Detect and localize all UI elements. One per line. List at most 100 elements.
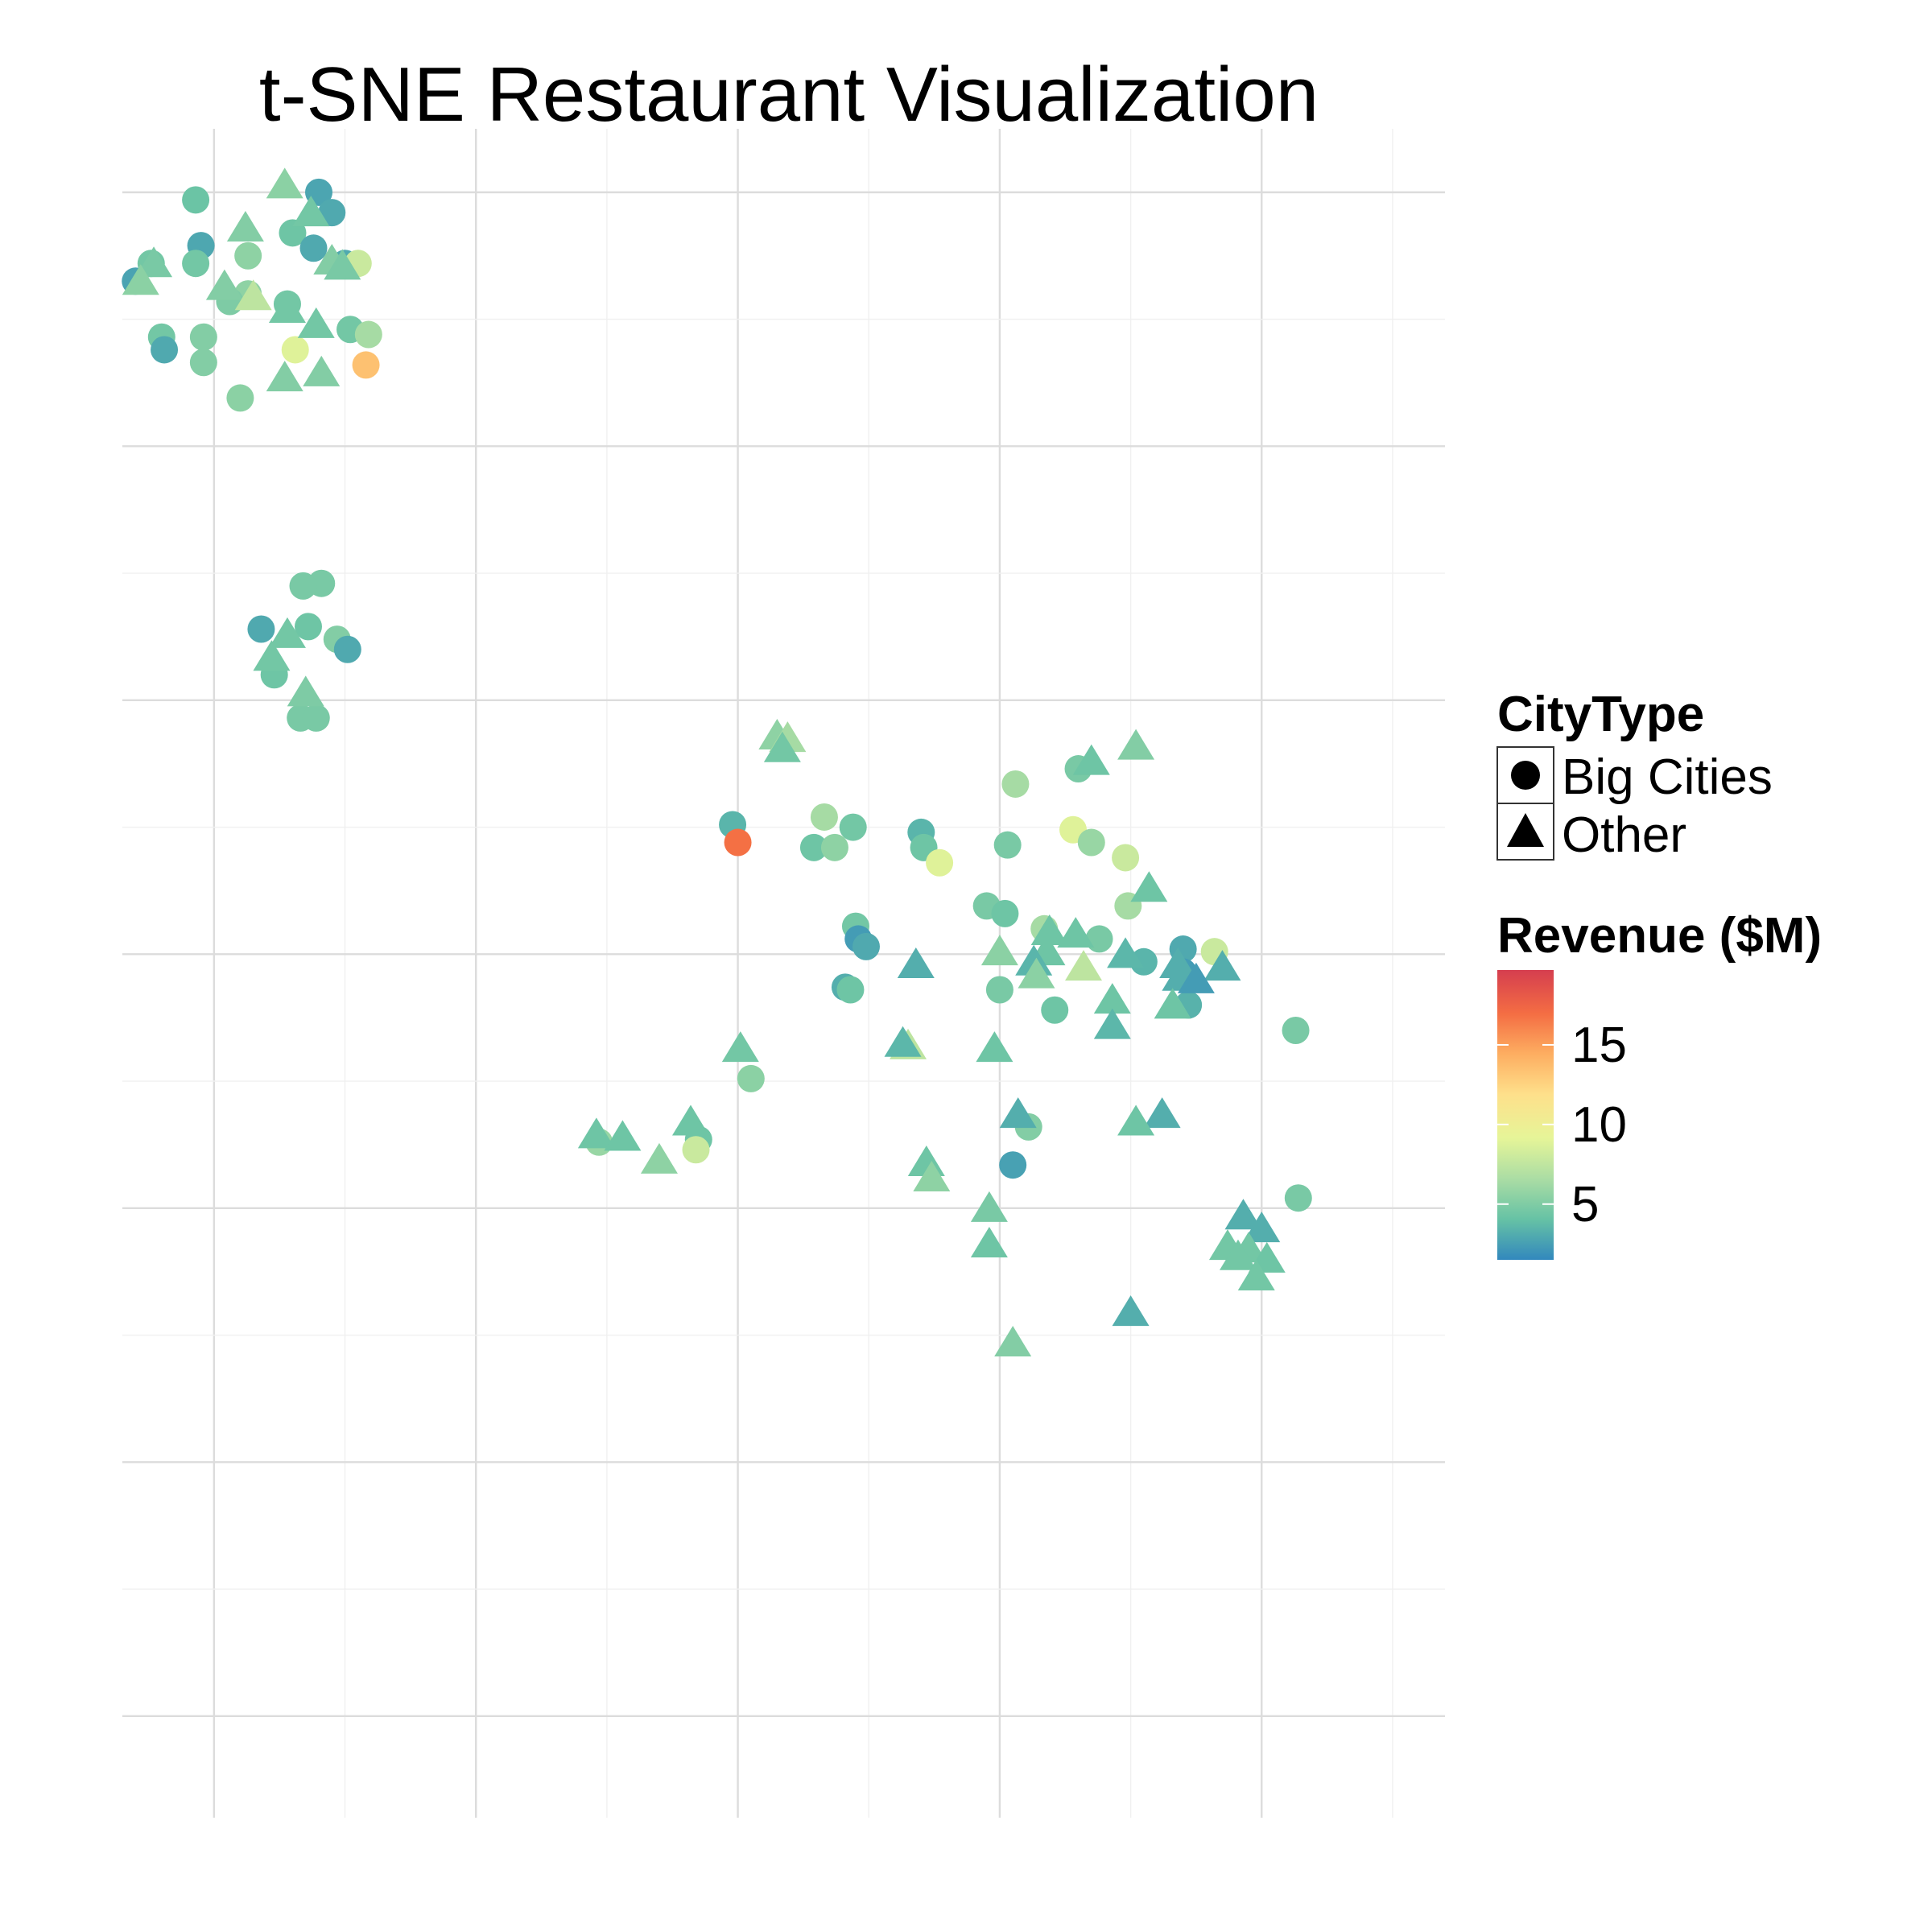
point-big-cities xyxy=(999,1151,1027,1179)
color-legend-ticks: 5 10 15 xyxy=(1497,1018,1627,1232)
point-big-cities xyxy=(1077,828,1105,857)
point-big-cities xyxy=(354,320,382,349)
point-big-cities xyxy=(1112,844,1140,872)
point-other xyxy=(324,249,361,280)
point-big-cities xyxy=(839,813,867,841)
point-other xyxy=(1072,744,1110,775)
point-other xyxy=(1154,988,1191,1019)
point-big-cities xyxy=(836,976,865,1004)
point-big-cities xyxy=(799,833,828,861)
point-other xyxy=(1057,917,1095,948)
point-big-cities xyxy=(281,336,309,364)
color-legend-title: Revenue ($M) xyxy=(1497,908,1822,964)
color-legend-tick-label: 15 xyxy=(1571,1018,1627,1073)
point-big-cities xyxy=(333,635,361,663)
point-big-cities xyxy=(189,323,217,351)
point-other xyxy=(253,640,291,671)
point-other xyxy=(999,1097,1037,1129)
plot-area xyxy=(122,129,1445,1818)
point-big-cities xyxy=(993,831,1022,859)
point-other xyxy=(970,1191,1008,1222)
chart-title: t-SNE Restaurant Visualization xyxy=(259,52,1319,138)
point-big-cities xyxy=(1129,947,1158,976)
data-marks xyxy=(122,167,1312,1357)
point-other xyxy=(1159,947,1197,978)
point-big-cities xyxy=(682,1136,710,1164)
point-other xyxy=(226,211,264,242)
point-other xyxy=(1117,729,1155,760)
point-other xyxy=(268,617,306,648)
point-big-cities xyxy=(234,242,262,270)
point-big-cities xyxy=(151,336,179,364)
point-big-cities xyxy=(189,349,217,377)
point-other xyxy=(604,1120,642,1151)
point-other xyxy=(1237,1260,1275,1291)
point-other xyxy=(1112,1295,1150,1327)
point-big-cities xyxy=(852,932,880,960)
point-other xyxy=(266,167,303,199)
point-big-cities xyxy=(182,250,210,278)
point-other xyxy=(1130,871,1168,902)
point-other xyxy=(577,1117,615,1149)
point-big-cities xyxy=(289,572,317,600)
point-big-cities xyxy=(926,848,954,877)
point-big-cities xyxy=(182,186,210,214)
grid xyxy=(122,129,1445,1818)
color-legend-bar xyxy=(1497,970,1554,1260)
point-other xyxy=(135,246,173,278)
point-other xyxy=(1065,950,1103,981)
point-other xyxy=(721,1031,759,1063)
point-other xyxy=(1219,1239,1257,1270)
point-big-cities xyxy=(1284,1184,1312,1212)
point-other xyxy=(672,1104,710,1136)
point-big-cities xyxy=(724,828,752,857)
legend: CityType Big Cities Other Revenue ($M) 5… xyxy=(1496,687,1822,1260)
point-other xyxy=(266,361,303,392)
point-big-cities xyxy=(247,615,275,643)
point-big-cities xyxy=(1001,770,1030,798)
point-other xyxy=(205,269,243,300)
point-other xyxy=(1117,1104,1155,1136)
point-big-cities xyxy=(1085,925,1113,953)
point-other xyxy=(268,291,306,323)
point-other xyxy=(1030,914,1068,945)
point-other xyxy=(763,731,801,762)
point-other xyxy=(1015,944,1053,976)
point-other xyxy=(980,935,1018,966)
point-other xyxy=(994,1326,1032,1357)
point-other xyxy=(913,1160,951,1191)
shape-legend-label-other: Other xyxy=(1562,807,1686,863)
point-other xyxy=(297,307,335,338)
point-big-cities xyxy=(294,613,322,641)
point-other xyxy=(1018,957,1055,989)
point-other xyxy=(1203,950,1241,981)
point-big-cities xyxy=(299,234,328,262)
color-legend-tick-label: 5 xyxy=(1571,1177,1599,1232)
point-other xyxy=(897,947,935,978)
point-other xyxy=(303,355,341,386)
point-big-cities xyxy=(1041,996,1069,1024)
legend-circle-icon xyxy=(1511,761,1540,790)
point-big-cities xyxy=(810,803,838,831)
point-other xyxy=(970,1226,1008,1257)
point-big-cities xyxy=(820,833,848,861)
color-legend-tick-label: 10 xyxy=(1571,1097,1627,1153)
point-big-cities xyxy=(991,899,1019,927)
point-other xyxy=(976,1031,1013,1063)
point-other xyxy=(1177,962,1215,993)
point-other xyxy=(1093,1008,1131,1039)
point-other xyxy=(122,264,159,295)
shape-legend-title: CityType xyxy=(1497,687,1704,742)
point-big-cities xyxy=(1282,1016,1310,1044)
point-other xyxy=(1143,1097,1181,1129)
point-other xyxy=(1243,1212,1281,1243)
legend-triangle-icon xyxy=(1507,813,1544,847)
point-other xyxy=(287,675,324,707)
point-big-cities xyxy=(226,384,254,412)
point-other xyxy=(1093,983,1131,1014)
point-big-cities xyxy=(302,704,330,732)
point-big-cities xyxy=(352,351,380,379)
point-other xyxy=(292,196,330,227)
point-other xyxy=(884,1026,922,1057)
